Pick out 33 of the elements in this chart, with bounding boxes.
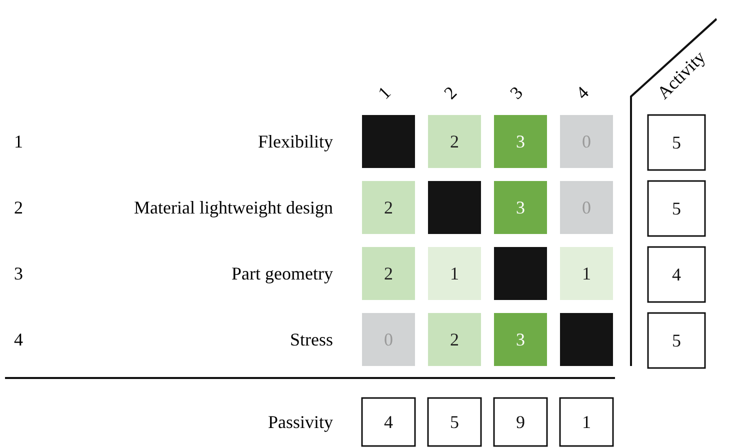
data-label: 1 (582, 412, 591, 432)
y2-tick-label: 1 (14, 132, 23, 152)
data-label: 5 (672, 132, 681, 152)
data-label: 0 (384, 330, 393, 350)
y-tick-label: Material lightweight design (134, 198, 333, 218)
data-label: 2 (384, 198, 393, 218)
data-label: 3 (516, 198, 525, 218)
y2-tick-label: 2 (14, 198, 23, 218)
x-tick-label: 1 (374, 82, 395, 104)
data-label: 0 (582, 132, 591, 152)
data-label: 4 (672, 264, 681, 284)
data-label: 5 (672, 198, 681, 218)
y-tick-label: Part geometry (232, 264, 333, 284)
data-label: 2 (450, 330, 459, 350)
y-tick-label: Stress (290, 330, 333, 350)
data-label: 2 (450, 132, 459, 152)
data-label: 3 (516, 330, 525, 350)
data-label: 0 (582, 198, 591, 218)
y2-tick-label: 4 (14, 330, 23, 350)
y2-tick-label: 3 (14, 264, 23, 284)
data-label: 3 (516, 132, 525, 152)
data-label: 4 (384, 412, 393, 432)
x-tick-label: 4 (572, 82, 593, 104)
data-label: 9 (516, 412, 525, 432)
y-tick-label: Flexibility (258, 132, 333, 152)
data-label: 5 (672, 330, 681, 350)
x-tick-label: 2 (440, 82, 461, 104)
data-label: 5 (450, 412, 459, 432)
data-label: 2 (384, 264, 393, 284)
y-tick-label: Passivity (268, 412, 333, 432)
data-label: 1 (450, 264, 459, 284)
x-tick-label: 3 (506, 82, 527, 104)
data-label: 1 (582, 264, 591, 284)
